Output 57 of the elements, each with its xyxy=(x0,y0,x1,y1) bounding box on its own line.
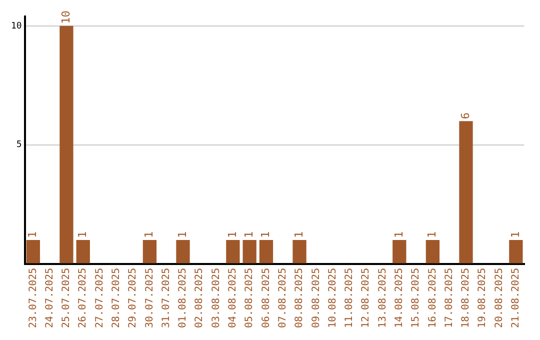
x-tick-label: 14.08.2025 xyxy=(394,268,405,328)
x-tick-label: 28.07.2025 xyxy=(110,268,122,328)
x-tick-label: 23.07.2025 xyxy=(28,268,39,328)
data-label: 1 xyxy=(426,231,439,238)
x-tick-label: 30.07.2025 xyxy=(144,268,156,328)
bar xyxy=(60,26,74,264)
x-tick-label: 18.08.2025 xyxy=(460,268,472,328)
data-label: 1 xyxy=(508,231,522,238)
x-tick-label: 03.08.2025 xyxy=(210,268,222,328)
x-tick-label: 13.08.2025 xyxy=(377,268,388,328)
bar xyxy=(459,121,473,264)
x-tick-label: 24.07.2025 xyxy=(44,268,56,328)
bar xyxy=(426,240,440,264)
x-tick-label: 11.08.2025 xyxy=(344,268,356,328)
x-tick-label: 06.08.2025 xyxy=(260,268,272,328)
bar xyxy=(176,240,190,264)
x-tick-label: 04.08.2025 xyxy=(228,268,239,328)
bar xyxy=(242,240,256,264)
data-label: 1 xyxy=(259,231,272,238)
x-tick-label: 20.08.2025 xyxy=(494,268,505,328)
x-tick-label: 17.08.2025 xyxy=(444,268,455,328)
data-label: 1 xyxy=(76,231,89,238)
data-label: 1 xyxy=(226,231,239,238)
x-tick-label: 29.07.2025 xyxy=(128,268,139,328)
data-label: 1 xyxy=(292,231,306,238)
data-label: 1 xyxy=(392,231,406,238)
bar xyxy=(26,240,40,264)
bar xyxy=(142,240,157,264)
x-tick-label: 05.08.2025 xyxy=(244,268,256,328)
data-label: 1 xyxy=(176,231,189,238)
x-tick-label: 26.07.2025 xyxy=(78,268,89,328)
x-tick-label: 10.08.2025 xyxy=(327,268,338,328)
bar xyxy=(259,240,274,264)
bar xyxy=(292,240,306,264)
data-label: 1 xyxy=(242,231,256,238)
x-tick-label: 01.08.2025 xyxy=(178,268,189,328)
x-tick-label: 15.08.2025 xyxy=(410,268,422,328)
x-tick-label: 09.08.2025 xyxy=(310,268,322,328)
bar xyxy=(76,240,90,264)
x-tick-label: 19.08.2025 xyxy=(477,268,488,328)
x-tick-label: 21.08.2025 xyxy=(510,268,522,328)
bar xyxy=(509,240,523,264)
x-tick-label: 31.07.2025 xyxy=(160,268,172,328)
data-label: 1 xyxy=(26,231,40,238)
bar xyxy=(392,240,406,264)
data-label: 1 xyxy=(142,231,156,238)
x-tick-label: 12.08.2025 xyxy=(360,268,372,328)
x-tick-label: 16.08.2025 xyxy=(427,268,438,328)
x-tick-label: 25.07.2025 xyxy=(61,268,72,328)
x-tick-label: 07.08.2025 xyxy=(277,268,288,328)
bar xyxy=(226,240,240,264)
data-label: 10 xyxy=(59,10,72,24)
x-tick-label: 08.08.2025 xyxy=(294,268,306,328)
data-label: 6 xyxy=(458,112,472,120)
x-tick-label: 27.07.2025 xyxy=(94,268,106,328)
x-tick-label: 02.08.2025 xyxy=(194,268,206,328)
y-tick-label: 5 xyxy=(16,140,22,150)
